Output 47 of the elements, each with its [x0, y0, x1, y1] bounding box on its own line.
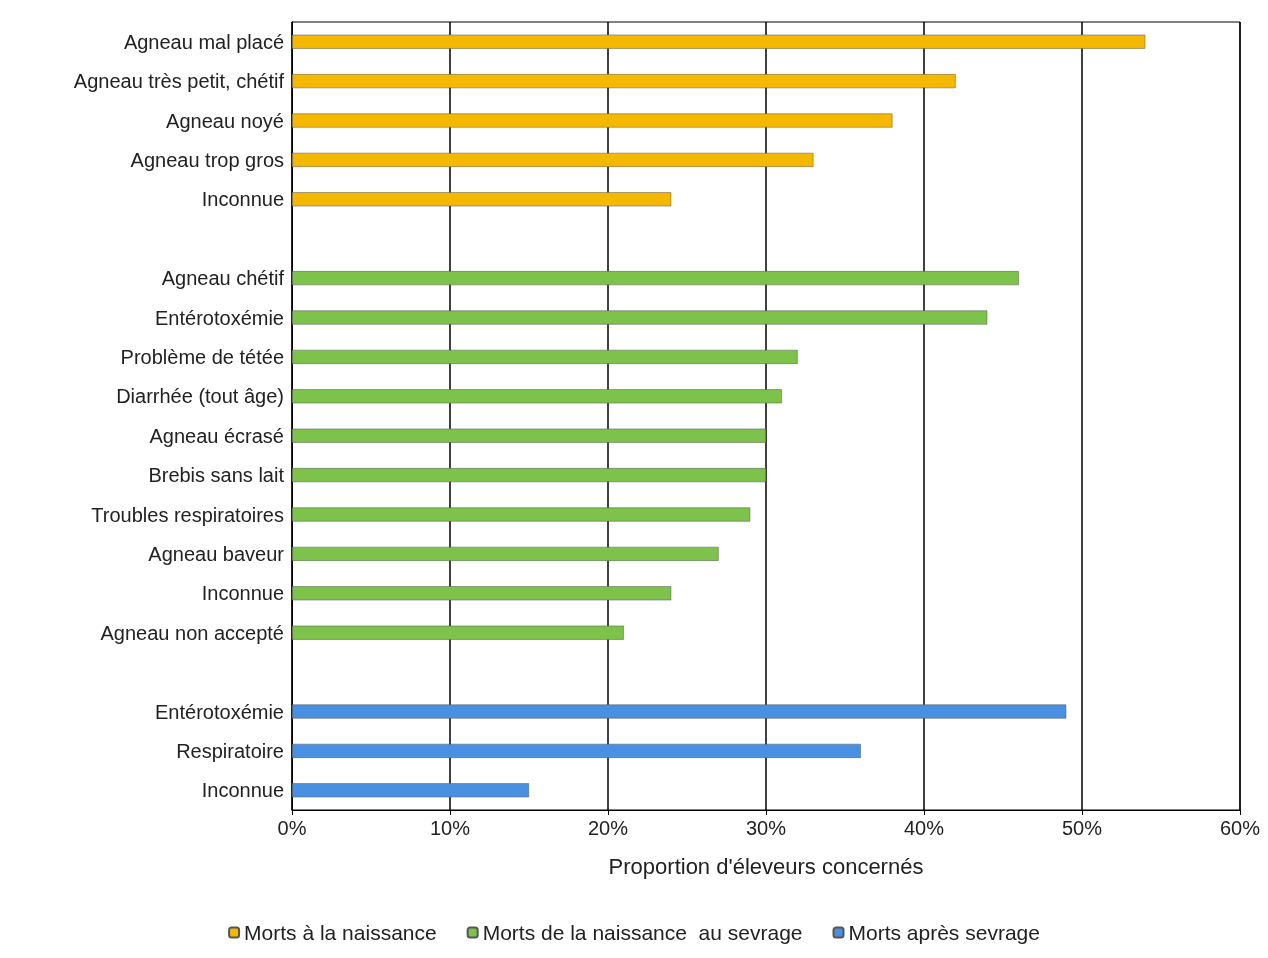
bar	[292, 468, 766, 483]
y-tick-label: Agneau chétif	[161, 267, 285, 290]
bar	[292, 704, 1067, 719]
bar	[292, 743, 861, 758]
bar	[292, 271, 1019, 286]
bar	[292, 507, 751, 522]
y-tick-label: Agneau noyé	[166, 109, 284, 132]
y-tick-label: Agneau non accepté	[100, 621, 284, 644]
bar	[292, 586, 672, 601]
y-tick-label: Agneau écrasé	[149, 424, 284, 447]
x-tick-label: 10%	[429, 817, 471, 839]
y-tick-label: Brebis sans lait	[148, 464, 285, 487]
x-tick-label: 40%	[903, 817, 945, 839]
bar	[292, 152, 814, 167]
x-tick-label: 50%	[1061, 817, 1103, 839]
y-tick-label: Troubles respiratoires	[91, 503, 284, 526]
bar	[292, 428, 766, 443]
legend-label: Morts à la naissance	[244, 921, 437, 944]
bar	[292, 546, 719, 561]
y-tick-label: Respiratoire	[176, 739, 284, 762]
y-tick-label: Entérotoxémie	[155, 306, 284, 329]
y-tick-label: Agneau trop gros	[130, 148, 284, 171]
legend-label: Morts après sevrage	[848, 921, 1040, 944]
y-tick-label: Agneau très petit, chétif	[73, 70, 285, 93]
x-tick-label: 30%	[745, 817, 787, 839]
bar	[292, 310, 988, 325]
x-tick-label: 60%	[1219, 817, 1261, 839]
x-tick-label: 0%	[277, 817, 307, 839]
y-tick-label: Inconnue	[201, 582, 284, 605]
y-tick-label: Agneau baveur	[148, 542, 285, 565]
y-tick-label: Diarrhée (tout âge)	[116, 385, 284, 408]
y-tick-label: Problème de tétée	[120, 345, 284, 368]
bar	[292, 74, 956, 89]
y-tick-label: Agneau mal placé	[123, 30, 284, 53]
legend-label: Morts de la naissance au sevrage	[482, 921, 803, 944]
bar	[292, 34, 1146, 49]
bar	[292, 113, 893, 128]
bar	[292, 625, 624, 640]
bar	[292, 349, 798, 364]
bar	[292, 389, 782, 404]
x-tick-label: 20%	[587, 817, 629, 839]
x-axis-title: Proportion d'éleveurs concernés	[608, 853, 924, 879]
y-tick-label: Inconnue	[201, 779, 284, 802]
y-tick-label: Entérotoxémie	[155, 700, 284, 723]
bar	[292, 192, 672, 207]
bar	[292, 783, 529, 798]
y-tick-label: Inconnue	[201, 188, 284, 211]
